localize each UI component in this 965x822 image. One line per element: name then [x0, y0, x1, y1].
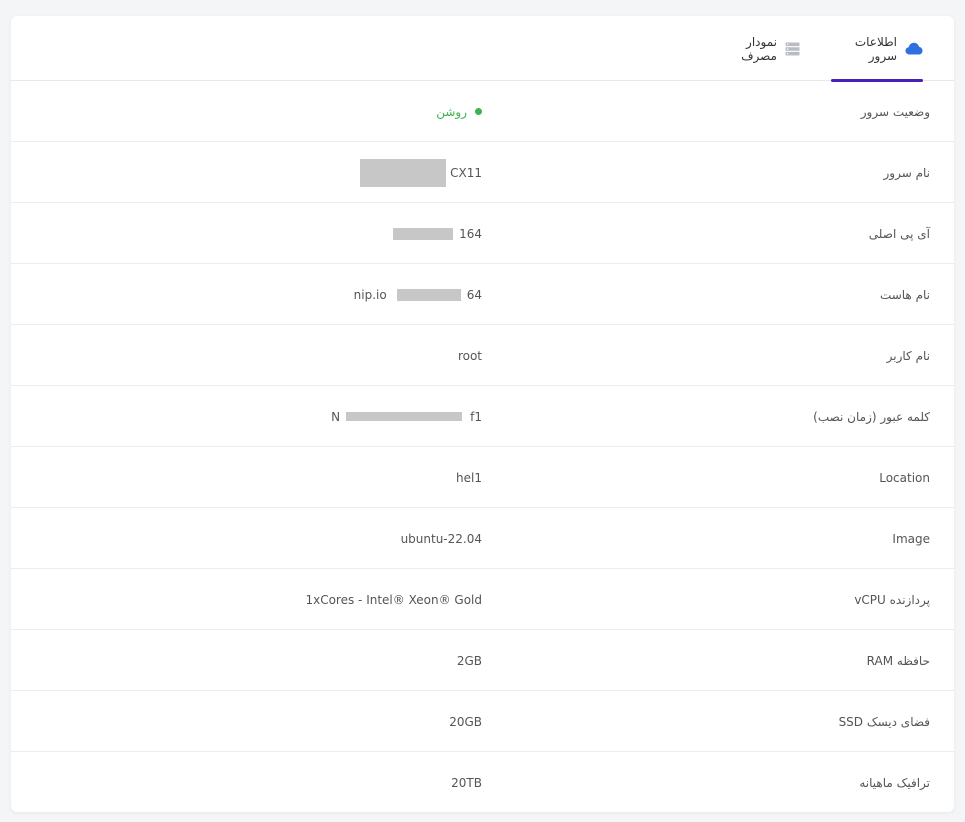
password-start-text: f1 — [470, 409, 482, 424]
row-location: Location hel1 — [11, 447, 954, 508]
status-dot-icon — [475, 108, 482, 115]
traffic-value: 20TB — [451, 775, 482, 790]
tab-usage-chart-label: نمودار مصرف — [741, 34, 777, 63]
server-name-text: CX11 — [450, 165, 482, 180]
row-ram: حافظه RAM 2GB — [11, 630, 954, 691]
location-value: hel1 — [456, 470, 482, 485]
main-ip-label: آی پی اصلی — [868, 226, 930, 241]
image-label: Image — [892, 531, 930, 546]
server-name-value: CX11 — [360, 142, 482, 203]
hostname-value: nip.io 64 — [354, 264, 482, 325]
redacted-block — [360, 158, 447, 187]
disk-label: فضای دیسک SSD — [838, 714, 930, 729]
server-info-card: اطلاعات سرور نمودار مصرف وضعیت سرور روشن… — [11, 16, 954, 812]
main-ip-text: 164 — [459, 226, 482, 241]
tab-server-info[interactable]: اطلاعات سرور — [831, 16, 923, 82]
main-ip-value: 164 — [393, 203, 482, 264]
row-password: کلمه عبور (زمان نصب) N f1 — [11, 386, 954, 447]
ram-label: حافظه RAM — [866, 653, 930, 668]
status-label: وضعیت سرور — [860, 104, 930, 119]
password-value: N f1 — [331, 386, 482, 447]
row-traffic: ترافیک ماهیانه 20TB — [11, 752, 954, 812]
row-cpu: پردازنده vCPU 1xCores - Intel® Xeon® Gol… — [11, 569, 954, 630]
ram-value: 2GB — [456, 653, 482, 668]
row-status: وضعیت سرور روشن — [11, 81, 954, 142]
row-username: نام کاربر root — [11, 325, 954, 386]
redacted-block — [396, 288, 461, 301]
image-value: ubuntu-22.04 — [400, 531, 482, 546]
row-disk: فضای دیسک SSD 20GB — [11, 691, 954, 752]
status-value: روشن — [436, 81, 482, 142]
server-stack-icon — [785, 42, 800, 55]
password-end-text: N — [331, 409, 341, 424]
row-main-ip: آی پی اصلی 164 — [11, 203, 954, 264]
row-server-name: نام سرور CX11 — [11, 142, 954, 203]
username-value: root — [457, 348, 482, 363]
server-info-list: وضعیت سرور روشن نام سرور CX11 آی پی اصلی… — [11, 81, 954, 812]
server-name-label: نام سرور — [883, 165, 930, 180]
hostname-start-text: 64 — [466, 287, 482, 302]
tab-usage-chart[interactable]: نمودار مصرف — [708, 16, 800, 81]
cpu-label: پردازنده vCPU — [854, 592, 930, 607]
hostname-label: نام هاست — [879, 287, 930, 302]
username-label: نام کاربر — [886, 348, 930, 363]
cpu-value: 1xCores - Intel® Xeon® Gold — [305, 592, 482, 607]
redacted-block — [393, 227, 454, 240]
cloud-icon — [905, 42, 923, 55]
row-hostname: نام هاست nip.io 64 — [11, 264, 954, 325]
row-image: Image ubuntu-22.04 — [11, 508, 954, 569]
disk-value: 20GB — [449, 714, 482, 729]
hostname-end-text: nip.io — [353, 287, 387, 302]
location-label: Location — [879, 470, 930, 485]
status-text: روشن — [436, 104, 467, 119]
password-label: کلمه عبور (زمان نصب) — [813, 409, 930, 424]
tab-server-info-label: اطلاعات سرور — [854, 34, 897, 63]
traffic-label: ترافیک ماهیانه — [859, 775, 930, 790]
tab-bar: اطلاعات سرور نمودار مصرف — [11, 16, 954, 82]
redacted-block — [346, 412, 463, 421]
